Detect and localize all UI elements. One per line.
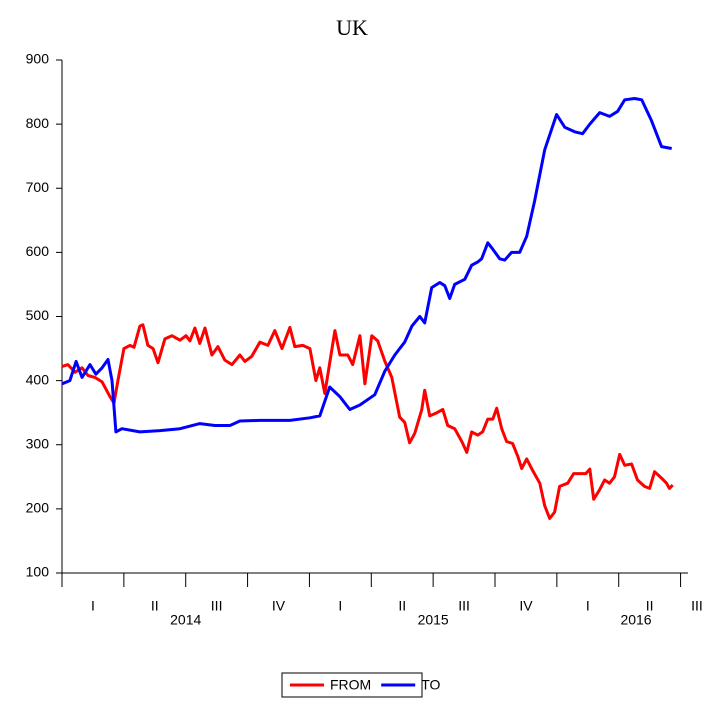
series-line — [61, 323, 674, 520]
y-tick-label: 600 — [26, 243, 50, 259]
y-tick-label: 800 — [26, 115, 50, 131]
x-tick-label: I — [338, 598, 342, 614]
x-tick-label: IV — [519, 598, 533, 614]
x-tick-label: I — [91, 598, 95, 614]
chart-title: UK — [336, 15, 368, 40]
x-tick-label: IV — [272, 598, 286, 614]
x-tick-label: I — [586, 598, 590, 614]
y-tick-label: 900 — [26, 51, 50, 67]
x-tick-label: III — [458, 598, 470, 614]
x-tick-label: II — [398, 598, 406, 614]
y-tick-label: 400 — [26, 371, 50, 387]
year-label: 2015 — [418, 612, 449, 628]
year-label: 2014 — [170, 612, 201, 628]
y-tick-label: 100 — [26, 564, 50, 580]
legend-label: TO — [421, 677, 440, 693]
x-tick-label: III — [211, 598, 223, 614]
series-line — [61, 97, 672, 434]
legend-label: FROM — [330, 677, 371, 693]
year-label: 2016 — [620, 612, 651, 628]
y-tick-label: 500 — [26, 307, 50, 323]
y-tick-label: 200 — [26, 500, 50, 516]
y-tick-label: 300 — [26, 435, 50, 451]
x-tick-label: II — [646, 598, 654, 614]
x-tick-label: II — [151, 598, 159, 614]
y-tick-label: 700 — [26, 179, 50, 195]
x-tick-label: III — [691, 598, 703, 614]
